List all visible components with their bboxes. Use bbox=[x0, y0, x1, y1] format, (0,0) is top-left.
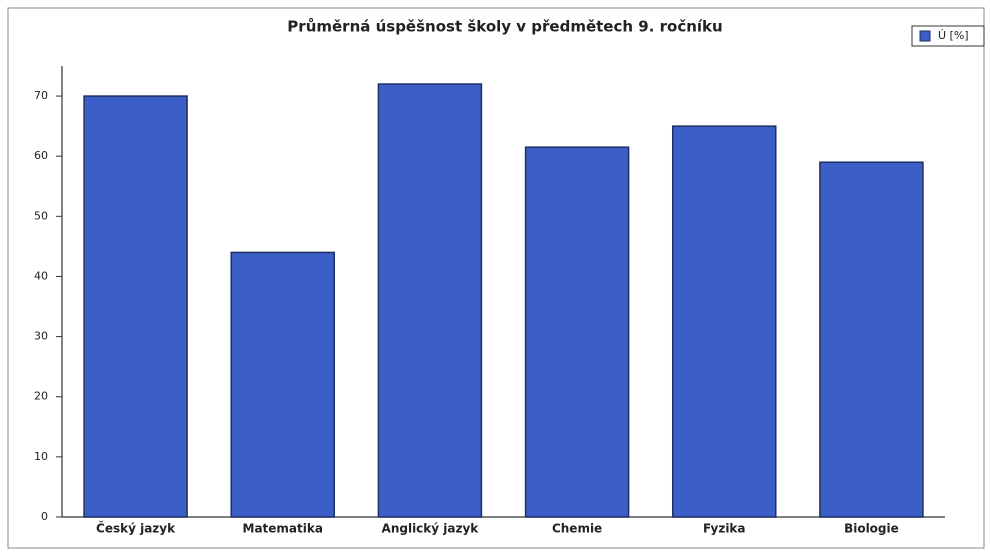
bar bbox=[524, 146, 630, 518]
x-tick-label: Český jazyk bbox=[96, 521, 176, 536]
x-tick-label: Biologie bbox=[844, 522, 899, 536]
legend-label: Ú [%] bbox=[938, 29, 969, 42]
y-tick-label: 70 bbox=[34, 89, 48, 102]
y-tick-label: 20 bbox=[34, 390, 48, 403]
x-tick-label: Anglický jazyk bbox=[382, 522, 480, 536]
x-tick-label: Matematika bbox=[243, 522, 323, 536]
y-tick-label: 40 bbox=[34, 269, 48, 282]
y-tick-label: 50 bbox=[34, 209, 48, 222]
bar bbox=[230, 251, 336, 518]
y-tick-label: 30 bbox=[34, 330, 48, 343]
y-tick-label: 10 bbox=[34, 450, 48, 463]
y-tick-label: 60 bbox=[34, 149, 48, 162]
bar bbox=[671, 125, 777, 518]
bar bbox=[377, 83, 483, 518]
legend-swatch bbox=[919, 30, 931, 42]
chart-title: Průměrná úspěšnost školy v předmětech 9.… bbox=[287, 18, 722, 36]
x-tick-label: Fyzika bbox=[703, 522, 746, 536]
bar bbox=[819, 161, 924, 518]
y-tick-label: 0 bbox=[41, 510, 48, 523]
bar bbox=[83, 95, 188, 518]
x-tick-label: Chemie bbox=[552, 522, 602, 536]
